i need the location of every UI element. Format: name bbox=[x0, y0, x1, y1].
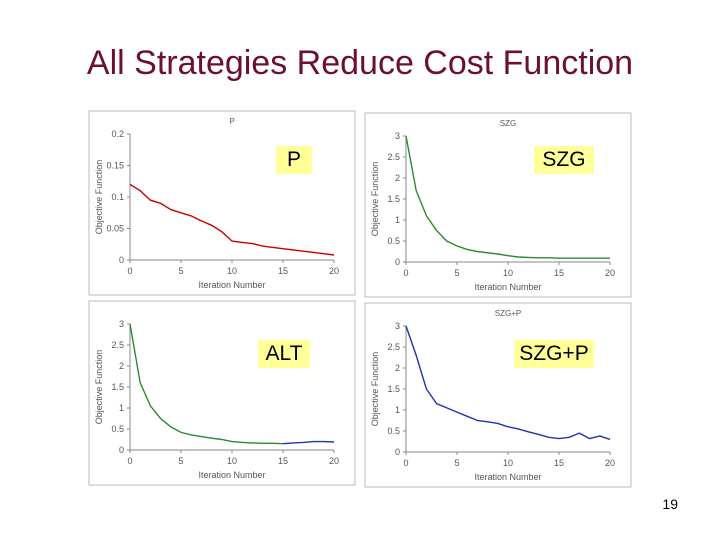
x-tick-label: 10 bbox=[503, 458, 513, 468]
label-p: P bbox=[276, 146, 312, 174]
y-tick-label: 2 bbox=[395, 173, 400, 183]
chart-panel-p: P 0 0.05 0.1 0.15 0.2 0 5 10 15 20 Iteration Number… bbox=[88, 110, 356, 296]
y-tick-label: 1.5 bbox=[387, 194, 400, 204]
y-tick-label: 2 bbox=[395, 363, 400, 373]
x-tick-label: 15 bbox=[554, 268, 564, 278]
chart-frame bbox=[88, 300, 356, 486]
y-tick-label: 0 bbox=[395, 447, 400, 457]
x-tick-label: 5 bbox=[454, 268, 459, 278]
y-tick-label: 3 bbox=[395, 321, 400, 331]
slide-title: All Strategies Reduce Cost Function bbox=[86, 44, 634, 82]
y-tick-label: 0.2 bbox=[111, 129, 124, 139]
chart-title: SZG bbox=[500, 119, 516, 128]
y-tick-label: 0.15 bbox=[106, 161, 124, 171]
chart-frame bbox=[88, 110, 356, 296]
x-tick-label: 15 bbox=[554, 458, 564, 468]
y-tick-label: 0.5 bbox=[387, 426, 400, 436]
y-tick-label: 3 bbox=[395, 131, 400, 141]
chart-title: SZG+P bbox=[495, 309, 521, 318]
chart-szg-p: SZG+P 0 0.5 1 1.5 2 2.5 3 0 5 10 15 20 Iteration Numb… bbox=[364, 302, 632, 488]
x-tick-label: 5 bbox=[178, 266, 183, 276]
x-tick-label: 0 bbox=[127, 266, 132, 276]
y-tick-label: 0.1 bbox=[111, 192, 124, 202]
y-tick-label: 0.5 bbox=[387, 236, 400, 246]
label-szg: SZG bbox=[534, 146, 594, 174]
label-alt: ALT bbox=[258, 340, 310, 368]
y-tick-label: 0 bbox=[119, 255, 124, 265]
y-axis-label: Objective Function bbox=[94, 160, 104, 235]
y-tick-label: 0 bbox=[119, 445, 124, 455]
x-axis-label: Iteration Number bbox=[198, 280, 265, 290]
y-tick-label: 0.05 bbox=[106, 224, 124, 234]
chart-panel-szgp: SZG+P 0 0.5 1 1.5 2 2.5 3 0 5 10 15 20 Iteration Numb… bbox=[364, 302, 632, 488]
x-tick-label: 20 bbox=[329, 266, 339, 276]
series-line bbox=[129, 323, 284, 445]
y-tick-label: 3 bbox=[119, 319, 124, 329]
y-tick-label: 1 bbox=[119, 403, 124, 413]
series-line bbox=[405, 135, 610, 259]
y-tick-label: 0.5 bbox=[111, 424, 124, 434]
x-tick-label: 10 bbox=[227, 456, 237, 466]
x-axis-label: Iteration Number bbox=[474, 282, 541, 292]
y-tick-label: 1.5 bbox=[111, 382, 124, 392]
x-tick-label: 20 bbox=[329, 456, 339, 466]
series-line-2 bbox=[282, 440, 335, 445]
x-tick-label: 0 bbox=[127, 456, 132, 466]
x-tick-label: 20 bbox=[605, 458, 615, 468]
y-tick-label: 2.5 bbox=[387, 342, 400, 352]
y-tick-label: 1 bbox=[395, 215, 400, 225]
series-line bbox=[129, 183, 335, 256]
x-tick-label: 10 bbox=[227, 266, 237, 276]
chart-szg: SZG 0 0.5 1 1.5 2 2.5 3 0 5 10 15 20 Iteration Number… bbox=[364, 112, 632, 298]
y-axis-label: Objective Function bbox=[94, 350, 104, 425]
page-number: 19 bbox=[662, 496, 678, 512]
y-tick-label: 1 bbox=[395, 405, 400, 415]
y-tick-label: 0 bbox=[395, 257, 400, 267]
y-tick-label: 2 bbox=[119, 361, 124, 371]
chart-p: P 0 0.05 0.1 0.15 0.2 0 5 10 15 20 Iteration Number… bbox=[88, 110, 356, 296]
chart-alt: 0 0.5 1 1.5 2 2.5 3 0 5 10 15 20 Iteration Number Obj… bbox=[88, 300, 356, 486]
series-line bbox=[405, 325, 611, 441]
x-tick-label: 5 bbox=[178, 456, 183, 466]
chart-panel-szg: SZG 0 0.5 1 1.5 2 2.5 3 0 5 10 15 20 Iteration Number… bbox=[364, 112, 632, 298]
x-tick-label: 15 bbox=[278, 456, 288, 466]
x-tick-label: 10 bbox=[503, 268, 513, 278]
x-tick-label: 5 bbox=[454, 458, 459, 468]
x-axis-label: Iteration Number bbox=[198, 470, 265, 480]
chart-frame bbox=[364, 302, 632, 488]
label-szg-p: SZG+P bbox=[514, 340, 594, 368]
x-tick-label: 20 bbox=[605, 268, 615, 278]
y-axis-label: Objective Function bbox=[370, 162, 380, 237]
x-tick-label: 0 bbox=[403, 458, 408, 468]
y-tick-label: 2.5 bbox=[387, 152, 400, 162]
chart-frame bbox=[364, 112, 632, 298]
y-tick-label: 1.5 bbox=[387, 384, 400, 394]
chart-title: P bbox=[229, 117, 234, 126]
x-tick-label: 15 bbox=[278, 266, 288, 276]
x-tick-label: 0 bbox=[403, 268, 408, 278]
x-axis-label: Iteration Number bbox=[474, 472, 541, 482]
y-tick-label: 2.5 bbox=[111, 340, 124, 350]
chart-panel-alt: 0 0.5 1 1.5 2 2.5 3 0 5 10 15 20 Iteration Number Obj… bbox=[88, 300, 356, 486]
y-axis-label: Objective Function bbox=[370, 352, 380, 427]
